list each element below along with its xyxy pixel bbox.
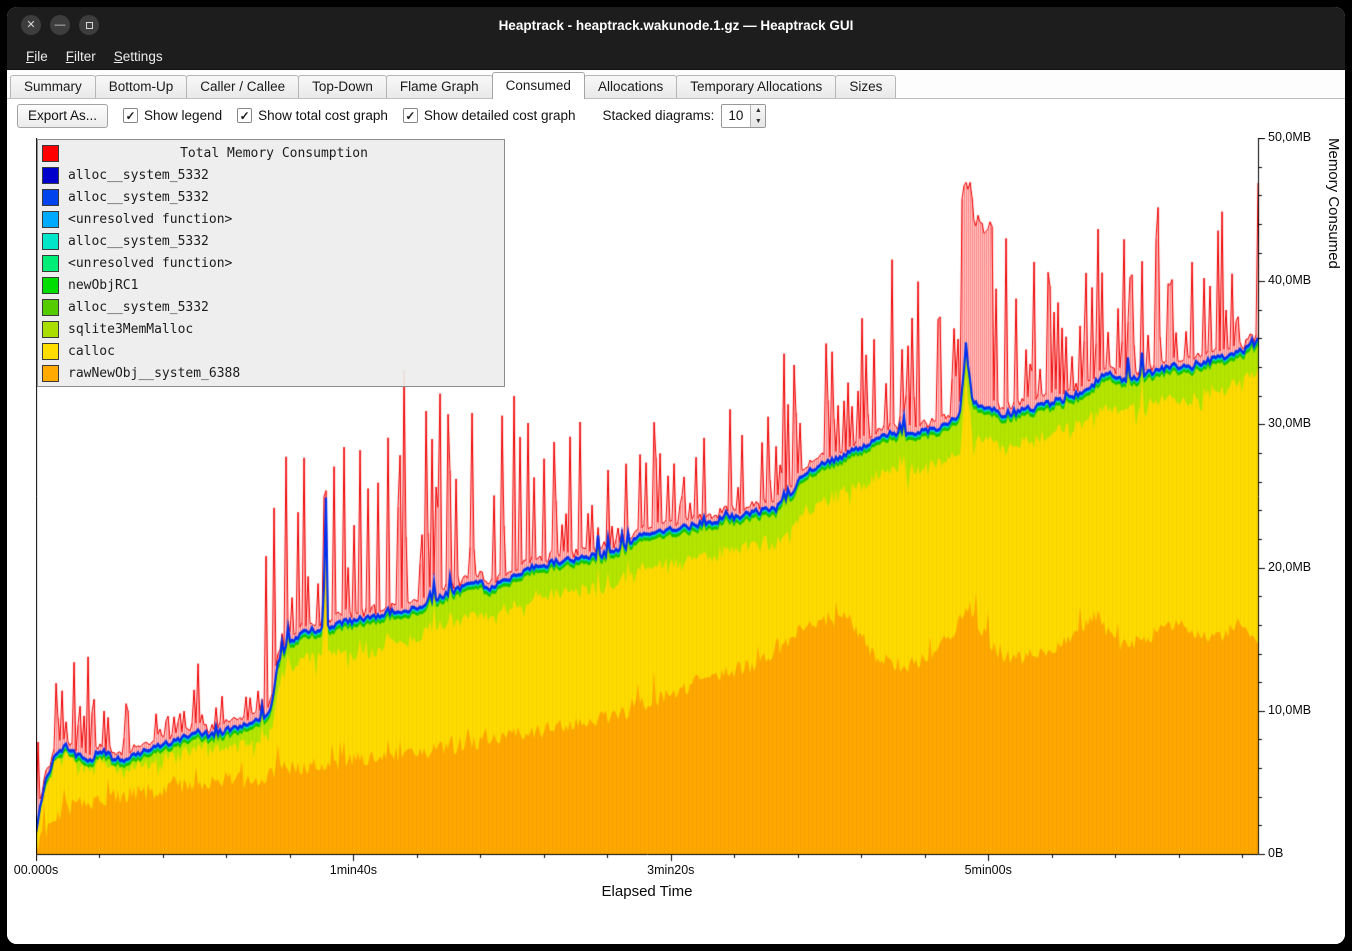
tab-flame-graph[interactable]: Flame Graph [385, 75, 493, 98]
toolbar-checkboxes: ✓ Show legend ✓ Show total cost graph ✓ Show … [123, 108, 576, 123]
legend-label: alloc__system_5332 [68, 189, 209, 205]
stacked-diagrams-label: Stacked diagrams: [602, 108, 715, 123]
toolbar: Export As... ✓ Show legend ✓ Show total cos… [7, 99, 1345, 132]
stacked-diagrams-control: Stacked diagrams: 10 ▲ ▼ [602, 103, 767, 128]
y-tick-label: 50,0MB [1268, 130, 1312, 144]
legend-item: sqlite3MemMalloc [42, 318, 500, 340]
y-tick-label: 30,0MB [1268, 416, 1312, 431]
menu-item-file[interactable]: File [26, 48, 48, 64]
legend-label: <unresolved function> [68, 211, 233, 227]
legend-swatch-total [42, 144, 59, 162]
maximize-button[interactable] [79, 15, 99, 35]
content: Summary Bottom-Up Caller / Callee Top-Down F… [7, 70, 1345, 944]
checkbox-show-total-cost-graph[interactable]: ✓ Show total cost graph [237, 108, 388, 123]
legend-label: alloc__system_5332 [68, 167, 209, 183]
checkbox-box[interactable]: ✓ [237, 108, 253, 123]
y-tick-label: 20,0MB [1268, 559, 1312, 574]
legend-label: sqlite3MemMalloc [68, 321, 194, 337]
legend-label: calloc [68, 343, 115, 359]
legend-item: rawNewObj__system_6388 [42, 362, 500, 384]
legend-swatch [42, 298, 59, 316]
legend-item: <unresolved function> [42, 252, 500, 274]
tab-bar: Summary Bottom-Up Caller / Callee Top-Down F… [7, 70, 1345, 99]
tab-bottom-up[interactable]: Bottom-Up [94, 75, 188, 98]
spin-buttons: ▲ ▼ [750, 104, 766, 127]
stacked-diagrams-spinbox[interactable]: 10 ▲ ▼ [721, 103, 767, 128]
chart-legend: Total Memory Consumption alloc__system_53… [37, 139, 505, 387]
y-tick-label: 10,0MB [1268, 702, 1312, 717]
legend-label: alloc__system_5332 [68, 299, 209, 315]
menubar: File Filter Settings [7, 43, 1345, 70]
window-controls: ✕ — [7, 15, 99, 35]
x-tick-label: 1min40s [329, 863, 378, 877]
checkbox-box[interactable]: ✓ [123, 108, 139, 123]
stacked-diagrams-value: 10 [728, 108, 744, 123]
tab-caller-callee[interactable]: Caller / Callee [186, 75, 300, 98]
x-axis-title: Elapsed Time [601, 883, 693, 900]
legend-swatch [42, 232, 59, 250]
y-axis-title: Memory Consumed [1325, 138, 1342, 269]
checkbox-box[interactable]: ✓ [402, 108, 418, 123]
legend-swatch [42, 188, 59, 206]
y-tick-label: 0B [1268, 846, 1284, 860]
legend-label: <unresolved function> [68, 255, 233, 271]
legend-item: <unresolved function> [42, 208, 500, 230]
legend-swatch [42, 276, 59, 294]
menu-item-filter[interactable]: Filter [65, 48, 96, 64]
maximize-icon [85, 21, 93, 29]
spin-down-button[interactable]: ▼ [754, 117, 762, 125]
tab-sizes[interactable]: Sizes [835, 75, 897, 98]
x-tick-label: 5min00s [964, 863, 1012, 877]
legend-item: alloc__system_5332 [42, 296, 500, 318]
legend-swatch [42, 210, 59, 228]
y-tick-label: 40,0MB [1268, 273, 1312, 288]
checkbox-label: Show total cost graph [258, 108, 388, 123]
checkbox-show-legend[interactable]: ✓ Show legend [123, 108, 222, 123]
titlebar: ✕ — Heaptrack - heaptrack.wakunode.1.gz … [7, 7, 1345, 43]
tab-consumed[interactable]: Consumed [491, 72, 585, 99]
checkbox-label: Show detailed cost graph [423, 108, 576, 123]
window-title: Heaptrack - heaptrack.wakunode.1.gz — He… [498, 17, 854, 33]
legend-title-row: Total Memory Consumption [42, 142, 500, 164]
legend-swatch [42, 166, 59, 184]
export-as-button[interactable]: Export As... [17, 103, 109, 128]
legend-swatch [42, 342, 59, 360]
app-window: ✕ — Heaptrack - heaptrack.wakunode.1.gz … [7, 7, 1345, 944]
tab-allocations[interactable]: Allocations [583, 75, 678, 98]
legend-label: rawNewObj__system_6388 [68, 365, 241, 381]
legend-label: alloc__system_5332 [68, 233, 209, 249]
tab-top-down[interactable]: Top-Down [298, 75, 387, 98]
spin-up-button[interactable]: ▲ [754, 106, 762, 114]
legend-swatch [42, 364, 59, 382]
legend-item: calloc [42, 340, 500, 362]
tab-summary[interactable]: Summary [10, 75, 96, 98]
legend-item: alloc__system_5332 [42, 230, 500, 252]
menu-item-settings[interactable]: Settings [113, 48, 163, 64]
legend-label: newObjRC1 [68, 277, 139, 293]
legend-swatch [42, 320, 59, 338]
x-tick-label: 3min20s [647, 863, 695, 877]
checkbox-show-detailed-cost-graph[interactable]: ✓ Show detailed cost graph [402, 108, 576, 123]
tab-temporary-allocations[interactable]: Temporary Allocations [676, 75, 837, 98]
close-button[interactable]: ✕ [21, 15, 41, 35]
checkbox-label: Show legend [144, 108, 223, 123]
legend-title: Total Memory Consumption [180, 145, 368, 161]
legend-item: newObjRC1 [42, 274, 500, 296]
legend-item: alloc__system_5332 [42, 186, 500, 208]
legend-item: alloc__system_5332 [42, 164, 500, 186]
minimize-button[interactable]: — [50, 15, 70, 35]
memory-consumption-chart: Total Memory Consumption alloc__system_53… [7, 130, 1345, 944]
legend-swatch [42, 254, 59, 272]
x-tick-label: 00.000s [13, 863, 59, 877]
